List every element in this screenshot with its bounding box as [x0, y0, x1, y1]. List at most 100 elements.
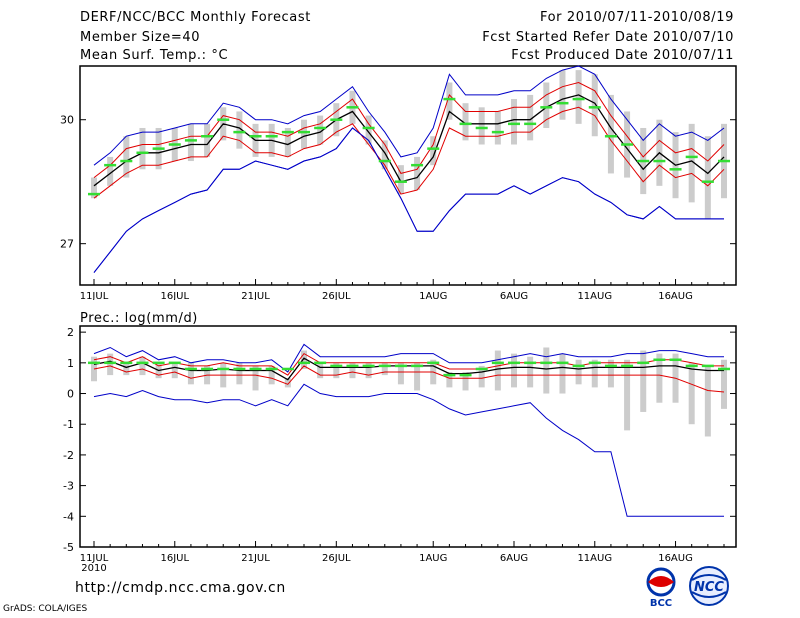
- spread-bar: [462, 372, 469, 391]
- x-tick-label: 26JUL: [322, 291, 351, 300]
- spread-bar: [139, 356, 146, 376]
- spread-bar: [607, 94, 614, 174]
- spread-bar: [381, 362, 388, 376]
- spread-bar: [397, 362, 404, 385]
- spread-bar: [414, 156, 421, 190]
- spread-bar: [559, 353, 566, 394]
- grads-credit: GrADS: COLA/IGES: [3, 604, 88, 614]
- spread-bar: [139, 127, 146, 170]
- x-tick-label: 11JUL: [80, 553, 109, 564]
- series-mean: [93, 94, 725, 187]
- spread-bar: [123, 136, 130, 178]
- spread-bar: [543, 82, 550, 128]
- series-upper: [93, 65, 725, 166]
- series-min: [93, 127, 724, 273]
- temperature-chart: 27 30 11JUL 16JUL 21JUL 26JUL 1AUG 6AUG 11AUG 16A…: [60, 65, 737, 300]
- spread-bar: [559, 70, 566, 120]
- spread-bar: [640, 350, 647, 412]
- x-tick-label: 11AUG: [577, 553, 612, 564]
- spread-bar: [704, 365, 711, 437]
- series-minus_sd: [93, 106, 725, 199]
- spread-bar: [607, 359, 614, 388]
- spread-bar: [721, 359, 727, 409]
- spread-bar: [494, 350, 501, 391]
- series-max: [93, 343, 724, 373]
- chart-title: DERF/NCC/BCC Monthly Forecast: [80, 10, 311, 25]
- x-tick-label: 1AUG: [419, 291, 447, 300]
- y-tick-label: -1: [63, 418, 74, 431]
- spread-bar: [317, 115, 324, 145]
- y-tick-label: 1: [67, 357, 74, 370]
- spread-bar: [365, 362, 372, 379]
- plot-frame: [79, 325, 737, 548]
- x-tick-label: 21JUL: [241, 553, 270, 564]
- forecast-period: For 2010/07/11-2010/08/19: [540, 10, 734, 25]
- spread-bar: [301, 119, 307, 149]
- bcc-logo-text: BCC: [650, 598, 672, 608]
- precip-title: Prec.: log(mm/d): [80, 311, 198, 326]
- spread-bar: [527, 94, 534, 141]
- spread-bar: [575, 359, 582, 385]
- spread-bar: [365, 115, 372, 145]
- spread-bar: [333, 362, 340, 379]
- y-tick-label: 0: [67, 388, 74, 401]
- spread-bar: [268, 365, 275, 385]
- spread-bar: [511, 99, 517, 145]
- spread-bar: [478, 365, 485, 388]
- precipitation-chart: -5 -4 -3 -2 -1 0 1 2 11JUL 16JUL 21JUL 26JUL 1AUG 6AU…: [63, 311, 737, 574]
- spread-bar: [123, 362, 130, 376]
- y-tick-label: -5: [63, 541, 74, 554]
- x-tick-label: 6AUG: [500, 553, 528, 564]
- ncc-logo: NCC: [689, 566, 729, 606]
- series-mean: [93, 357, 724, 381]
- spread-bar: [704, 136, 711, 219]
- y-tick-label: 27: [60, 238, 74, 251]
- spread-bar: [301, 350, 307, 369]
- ncc-logo-text: NCC: [694, 580, 724, 595]
- x-tick-label: 26JUL: [322, 553, 351, 564]
- x-tick-label: 1AUG: [419, 553, 447, 564]
- y-tick-label: -2: [63, 449, 74, 462]
- source-url[interactable]: http://cmdp.ncc.cma.gov.cn: [75, 580, 286, 596]
- y-tick-label: -4: [63, 510, 74, 523]
- spread-bar: [414, 362, 421, 391]
- member-size: Member Size=40: [80, 30, 201, 45]
- spread-bar: [284, 378, 291, 388]
- spread-bar: [446, 372, 453, 388]
- spread-bar: [381, 140, 388, 170]
- spread-bar: [624, 359, 631, 431]
- spread-bar: [236, 111, 243, 149]
- spread-bar: [204, 123, 211, 157]
- series-minus_sd: [93, 365, 725, 393]
- spread-bar: [527, 356, 534, 388]
- spread-bar: [317, 362, 324, 379]
- x-tick-label: 16JUL: [160, 553, 189, 564]
- started-date: Fcst Started Refer Date 2010/07/10: [482, 30, 734, 45]
- y-tick-label: 2: [67, 326, 74, 339]
- spread-bar: [187, 123, 194, 162]
- spread-bar: [236, 362, 243, 385]
- spread-bar: [171, 362, 178, 379]
- x-tick-label: 16AUG: [658, 553, 693, 564]
- spread-bar: [107, 156, 114, 186]
- spread-bar: [252, 365, 259, 391]
- spread-bar: [543, 347, 550, 394]
- y-tick-label: 30: [60, 114, 74, 127]
- x-year-label: 2010: [81, 563, 106, 574]
- plot-frame: [79, 65, 737, 286]
- spread-bar: [656, 353, 663, 403]
- series-plus_sd: [93, 352, 724, 376]
- spread-bar: [688, 362, 695, 425]
- spread-bar: [462, 103, 469, 141]
- x-tick-label: 16AUG: [658, 291, 693, 300]
- variable-label: Mean Surf. Temp.: °C: [80, 48, 229, 63]
- x-tick-label: 21JUL: [241, 291, 270, 300]
- x-tick-label: 16JUL: [160, 291, 189, 300]
- spread-bar: [107, 353, 114, 376]
- spread-bar: [494, 111, 501, 145]
- spread-bar: [91, 177, 97, 199]
- spread-bar: [187, 362, 194, 385]
- spread-bar: [397, 165, 404, 195]
- spread-bar: [430, 136, 437, 166]
- produced-date: Fcst Produced Date 2010/07/11: [511, 48, 734, 63]
